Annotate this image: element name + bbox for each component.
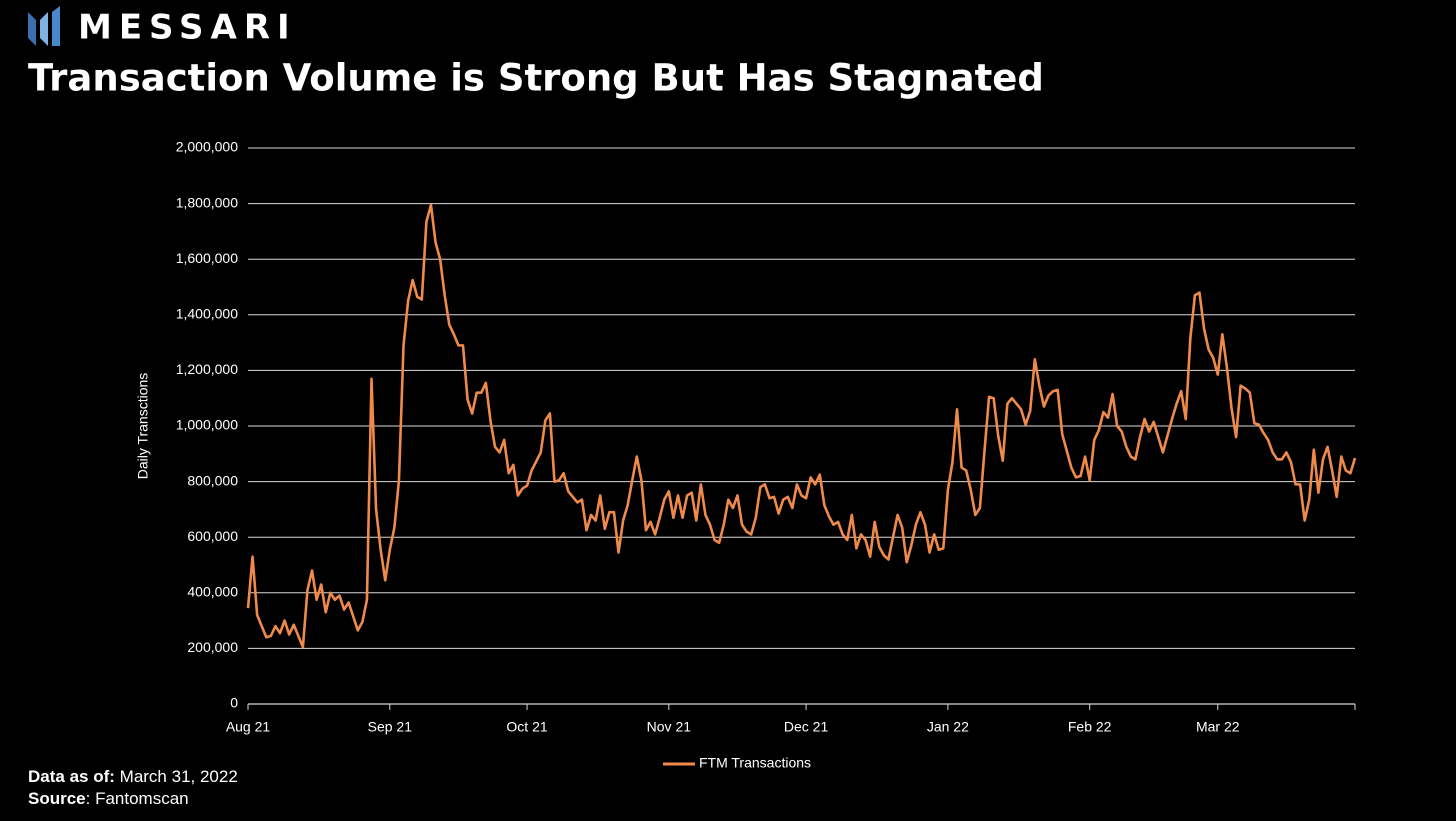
logo-bar (40, 12, 48, 46)
x-tick-label: Dec 21 (784, 719, 829, 735)
as-of-label: Data as of: (28, 767, 115, 786)
source: : Fantomscan (86, 789, 189, 808)
x-tick-label: Oct 21 (506, 719, 547, 735)
x-tick-label: Mar 22 (1196, 719, 1240, 735)
x-tick-label: Feb 22 (1068, 719, 1112, 735)
y-tick-label: 200,000 (187, 639, 238, 655)
y-tick-label: 400,000 (187, 584, 238, 600)
x-tick-label: Nov 21 (647, 719, 692, 735)
as-of-note: Data as of: March 31, 2022 (28, 767, 238, 786)
x-tick-label: Jan 22 (927, 719, 969, 735)
y-tick-label: 1,400,000 (176, 306, 238, 322)
chart-title: Transaction Volume is Strong But Has Sta… (28, 57, 1044, 100)
as-of-date: March 31, 2022 (120, 767, 238, 786)
y-tick-label: 1,800,000 (176, 194, 238, 210)
source-label: Source (28, 789, 86, 808)
x-tick-label: Aug 21 (226, 719, 271, 735)
y-tick-label: 1,200,000 (176, 361, 238, 377)
y-tick-label: 1,000,000 (176, 417, 238, 433)
y-tick-label: 2,000,000 (176, 139, 238, 155)
brand: MESSARI (78, 8, 297, 48)
y-axis-label: Daily Transctions (135, 373, 151, 480)
logo-icon (28, 6, 60, 46)
x-tick-label: Sep 21 (368, 719, 413, 735)
data-line (246, 203, 1357, 649)
y-tick-label: 600,000 (187, 528, 238, 544)
logo-bar (28, 12, 36, 46)
source-note: Source: Fantomscan (28, 789, 189, 808)
y-tick-label: 1,600,000 (176, 250, 238, 266)
y-tick-label: 800,000 (187, 472, 238, 488)
y-tick-label: 0 (230, 695, 238, 711)
logo-bar (52, 6, 60, 46)
legend-label: FTM Transactions (699, 755, 811, 771)
